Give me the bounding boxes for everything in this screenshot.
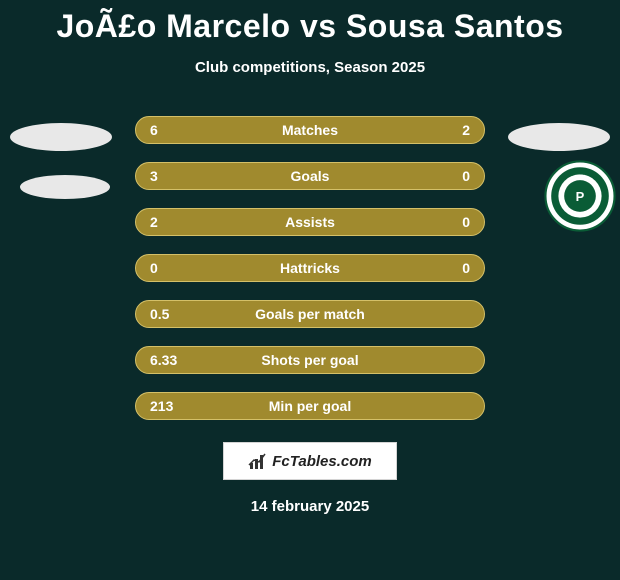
stat-row: 6 Matches 2 <box>135 116 485 144</box>
stat-label: Matches <box>200 122 420 138</box>
stat-label: Assists <box>200 214 420 230</box>
stats-table: 6 Matches 2 3 Goals 0 2 Assists 0 0 Hatt… <box>135 116 485 420</box>
left-team-badge-2 <box>20 175 110 199</box>
stat-left-value: 0 <box>150 260 200 276</box>
placeholder-badge-icon <box>508 123 610 151</box>
stat-right-value: 0 <box>420 168 470 184</box>
page-title: JoÃ£o Marcelo vs Sousa Santos <box>56 8 563 45</box>
right-team-badge-2: P PALMEIRAS <box>544 160 616 237</box>
svg-text:PALMEIRAS: PALMEIRAS <box>562 170 598 182</box>
stat-left-value: 6 <box>150 122 200 138</box>
stat-label: Hattricks <box>200 260 420 276</box>
logo-text: FcTables.com <box>272 453 371 470</box>
fctables-logo[interactable]: FcTables.com <box>223 442 397 480</box>
svg-text:P: P <box>576 189 585 204</box>
stat-row: 6.33 Shots per goal <box>135 346 485 374</box>
stat-right-value: 2 <box>420 122 470 138</box>
stat-row: 0.5 Goals per match <box>135 300 485 328</box>
stat-label: Min per goal <box>200 398 420 414</box>
comparison-card: JoÃ£o Marcelo vs Sousa Santos Club compe… <box>0 0 620 580</box>
stat-label: Shots per goal <box>200 352 420 368</box>
stat-row: 0 Hattricks 0 <box>135 254 485 282</box>
stat-label: Goals per match <box>200 306 420 322</box>
left-team-badge-1 <box>10 123 112 151</box>
stat-row: 3 Goals 0 <box>135 162 485 190</box>
right-team-badge-1 <box>508 123 610 151</box>
stat-row: 213 Min per goal <box>135 392 485 420</box>
date-text: 14 february 2025 <box>251 498 369 515</box>
placeholder-badge-icon <box>10 123 112 151</box>
stat-left-value: 3 <box>150 168 200 184</box>
stat-left-value: 6.33 <box>150 352 200 368</box>
stat-row: 2 Assists 0 <box>135 208 485 236</box>
placeholder-badge-icon <box>20 175 110 199</box>
stat-right-value: 0 <box>420 260 470 276</box>
subtitle: Club competitions, Season 2025 <box>195 59 425 76</box>
stat-left-value: 0.5 <box>150 306 200 322</box>
stat-label: Goals <box>200 168 420 184</box>
chart-bars-icon <box>248 451 268 471</box>
stat-left-value: 213 <box>150 398 200 414</box>
stat-right-value: 0 <box>420 214 470 230</box>
stat-left-value: 2 <box>150 214 200 230</box>
palmeiras-crest-icon: P PALMEIRAS <box>544 160 616 232</box>
